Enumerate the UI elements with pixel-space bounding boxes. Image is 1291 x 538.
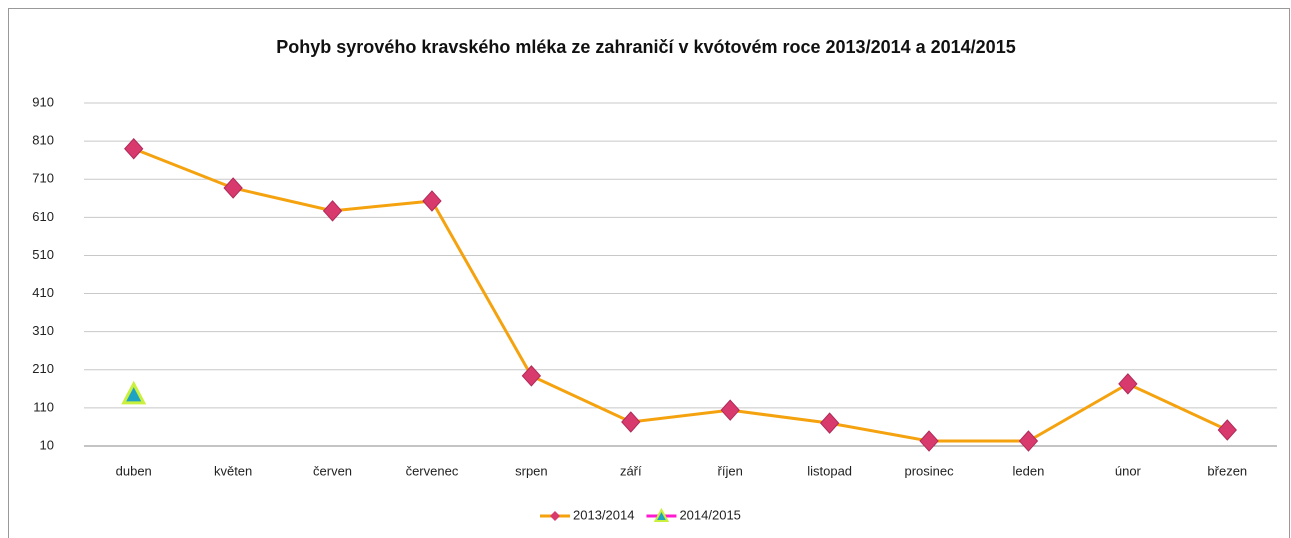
x-tick-label: prosinec: [904, 463, 954, 478]
data-point: [223, 177, 243, 199]
data-point: [121, 380, 147, 405]
data-point: [621, 411, 641, 433]
x-tick-label: červenec: [406, 463, 459, 478]
x-tick-label: září: [620, 463, 642, 478]
x-tick-label: leden: [1013, 463, 1045, 478]
y-tick-label: 410: [32, 285, 54, 300]
data-point: [422, 190, 442, 212]
data-point: [521, 365, 542, 387]
legend-marker: [653, 507, 670, 522]
x-tick-label: srpen: [515, 463, 548, 478]
x-tick-label: listopad: [807, 463, 852, 478]
y-tick-label: 210: [32, 361, 54, 376]
y-tick-label: 910: [32, 94, 54, 109]
legend-label: 2013/2014: [573, 507, 634, 522]
data-point: [124, 137, 144, 160]
x-tick-label: duben: [116, 463, 152, 478]
y-tick-label: 510: [32, 247, 54, 262]
chart-frame: [8, 8, 1290, 538]
y-tick-label: 110: [33, 399, 54, 414]
data-point: [1118, 373, 1138, 395]
data-point: [919, 430, 939, 452]
data-point: [322, 200, 343, 222]
y-tick-label: 610: [32, 209, 54, 224]
data-point: [720, 399, 740, 421]
data-point: [819, 412, 840, 434]
chart-title: Pohyb syrového kravského mléka ze zahran…: [276, 37, 1015, 57]
series-line: [133, 147, 1228, 443]
x-tick-label: říjen: [718, 463, 743, 478]
data-point: [1217, 419, 1237, 441]
legend-marker: [550, 511, 560, 521]
y-tick-label: 710: [32, 171, 54, 186]
y-tick-label: 810: [32, 133, 54, 148]
legend-label: 2014/2015: [679, 507, 740, 522]
x-tick-label: červen: [313, 463, 352, 478]
x-tick-label: únor: [1115, 463, 1142, 478]
x-tick-label: květen: [214, 463, 252, 478]
y-tick-label: 10: [40, 437, 54, 452]
x-tick-label: březen: [1207, 463, 1247, 478]
data-point: [1018, 430, 1039, 452]
y-tick-label: 310: [32, 323, 54, 338]
